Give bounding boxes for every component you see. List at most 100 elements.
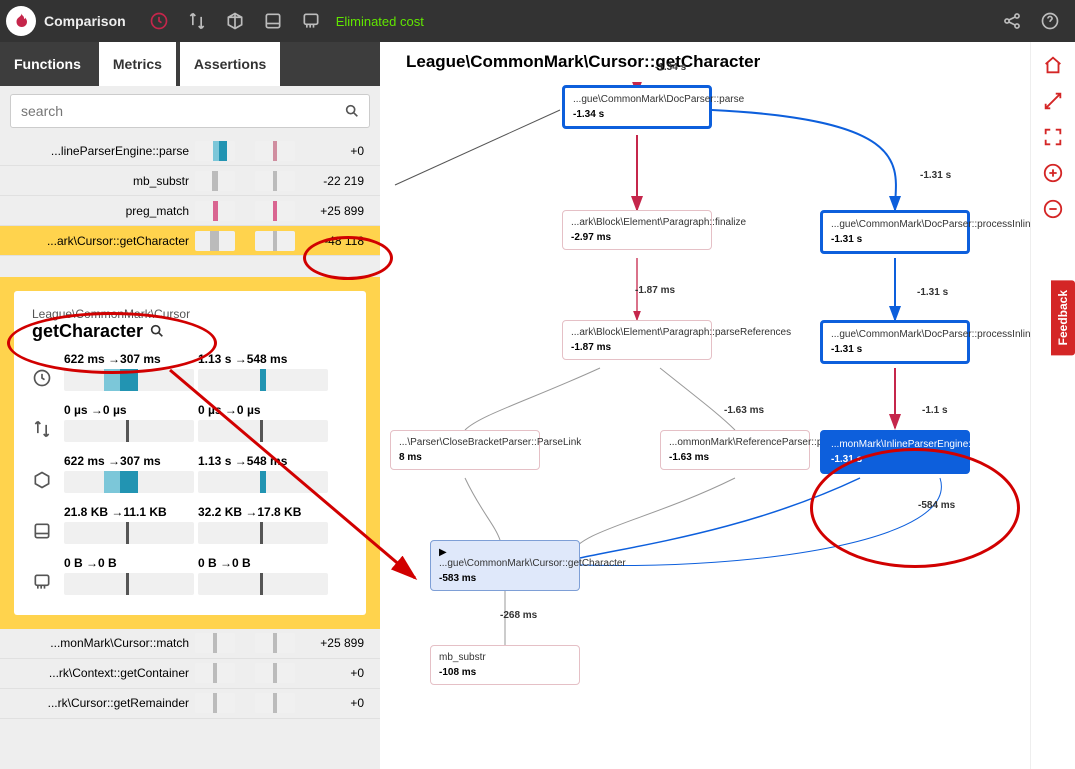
metric-row: 0 µs →0 µs 0 µs →0 µs bbox=[32, 403, 348, 444]
metric-excl: 0 B →0 B bbox=[64, 556, 194, 595]
row-name: ...rk\Context::getContainer bbox=[0, 666, 195, 680]
metric-excl: 622 ms →307 ms bbox=[64, 454, 194, 493]
row-value: -48 118 bbox=[295, 234, 374, 248]
swap-icon bbox=[32, 403, 64, 444]
detail-card: League\CommonMark\Cursor getCharacter 62… bbox=[14, 291, 366, 615]
right-rail bbox=[1030, 42, 1075, 769]
row-name: preg_match bbox=[0, 204, 195, 218]
card-class: League\CommonMark\Cursor bbox=[32, 307, 348, 321]
net-icon bbox=[32, 556, 64, 597]
row-value: +25 899 bbox=[295, 636, 374, 650]
chip-icon bbox=[32, 454, 64, 495]
card-method-name: getCharacter bbox=[32, 321, 143, 342]
page-title: Comparison bbox=[44, 13, 126, 29]
row-bars bbox=[195, 141, 295, 161]
metric-row: 622 ms →307 ms 1.13 s →548 ms bbox=[32, 352, 348, 393]
graph-node[interactable]: ...monMark\InlineParserEngine::parse-1.3… bbox=[820, 430, 970, 474]
metric-row: 21.8 KB →11.1 KB 32.2 KB →17.8 KB bbox=[32, 505, 348, 546]
graph-node[interactable]: ...\Parser\CloseBracketParser::ParseLink… bbox=[390, 430, 540, 470]
search-icon[interactable] bbox=[335, 103, 369, 119]
graph-title: League\CommonMark\Cursor::getCharacter bbox=[380, 42, 1030, 82]
search-bar[interactable] bbox=[10, 94, 370, 128]
function-row[interactable]: ...lineParserEngine::parse +0 bbox=[0, 136, 380, 166]
metric-row: 0 B →0 B 0 B →0 B bbox=[32, 556, 348, 597]
row-value: +25 899 bbox=[295, 204, 374, 218]
graph-node[interactable]: ...ark\Block\Element\Paragraph::finalize… bbox=[562, 210, 712, 250]
row-name: ...ark\Cursor::getCharacter bbox=[0, 234, 195, 248]
row-name: ...rk\Cursor::getRemainder bbox=[0, 696, 195, 710]
row-bars bbox=[195, 231, 295, 251]
chip-icon[interactable] bbox=[216, 0, 254, 42]
expand-icon[interactable] bbox=[1042, 90, 1064, 112]
edge-label: -1.34 s bbox=[655, 62, 686, 73]
edge-label: -1.63 ms bbox=[724, 405, 764, 416]
metrics-grid: 622 ms →307 ms 1.13 s →548 ms 0 µs →0 µs… bbox=[32, 352, 348, 597]
metric-incl: 0 B →0 B bbox=[198, 556, 328, 595]
card-method: getCharacter bbox=[32, 321, 348, 342]
tabstrip: Functions Metrics Assertions bbox=[0, 42, 380, 86]
graph-node[interactable]: ...ommonMark\ReferenceParser::parse-1.63… bbox=[660, 430, 810, 470]
function-row[interactable]: mb_substr -22 219 bbox=[0, 166, 380, 196]
zoom-out-icon[interactable] bbox=[1042, 198, 1064, 220]
metric-incl: 0 µs →0 µs bbox=[198, 403, 328, 442]
metric-excl: 622 ms →307 ms bbox=[64, 352, 194, 391]
graph-node[interactable]: ▶...gue\CommonMark\Cursor::getCharacter-… bbox=[430, 540, 580, 591]
search-input[interactable] bbox=[11, 103, 335, 119]
call-graph[interactable]: League\CommonMark\Cursor::getCharacter .… bbox=[380, 42, 1030, 769]
sidebar: Functions Metrics Assertions ...linePars… bbox=[0, 42, 380, 769]
row-bars bbox=[195, 201, 295, 221]
edge-label: -1.1 s bbox=[922, 405, 948, 416]
function-row[interactable]: ...rk\Context::getContainer +0 bbox=[0, 659, 380, 689]
share-icon[interactable] bbox=[993, 0, 1031, 42]
row-bars bbox=[195, 663, 295, 683]
zoom-in-icon[interactable] bbox=[1042, 162, 1064, 184]
metric-excl: 21.8 KB →11.1 KB bbox=[64, 505, 194, 544]
metric-incl: 32.2 KB →17.8 KB bbox=[198, 505, 328, 544]
function-row[interactable]: ...rk\Cursor::getRemainder +0 bbox=[0, 689, 380, 719]
tab-metrics[interactable]: Metrics bbox=[99, 42, 176, 86]
function-row[interactable]: ...ark\Cursor::getCharacter -48 118 bbox=[0, 226, 380, 256]
feedback-tab[interactable]: Feedback bbox=[1051, 280, 1075, 355]
edge-label: -268 ms bbox=[500, 610, 537, 621]
swap-icon[interactable] bbox=[178, 0, 216, 42]
help-icon[interactable] bbox=[1031, 0, 1069, 42]
detail-card-wrap: League\CommonMark\Cursor getCharacter 62… bbox=[0, 277, 380, 629]
row-name: ...lineParserEngine::parse bbox=[0, 144, 195, 158]
row-value: +0 bbox=[295, 666, 374, 680]
function-row[interactable]: ...monMark\Cursor::match +25 899 bbox=[0, 629, 380, 659]
app-logo[interactable] bbox=[6, 6, 36, 36]
graph-node[interactable]: ...ark\Block\Element\Paragraph::parseRef… bbox=[562, 320, 712, 360]
function-rows-bottom: ...monMark\Cursor::match +25 899 ...rk\C… bbox=[0, 629, 380, 769]
clock-icon[interactable] bbox=[140, 0, 178, 42]
graph-node[interactable]: ...gue\CommonMark\DocParser::parse-1.34 … bbox=[562, 85, 712, 129]
disk-icon[interactable] bbox=[254, 0, 292, 42]
function-row[interactable]: preg_match +25 899 bbox=[0, 196, 380, 226]
tab-assertions[interactable]: Assertions bbox=[180, 42, 280, 86]
magnify-icon[interactable] bbox=[149, 323, 165, 339]
edge-label: -1.87 ms bbox=[635, 285, 675, 296]
edge-label: -584 ms bbox=[918, 500, 955, 511]
row-bars bbox=[195, 693, 295, 713]
graph-node[interactable]: ...gue\CommonMark\DocParser::processInli… bbox=[820, 320, 970, 364]
graph-canvas[interactable]: ...gue\CommonMark\DocParser::parse-1.34 … bbox=[380, 82, 1030, 769]
clock-icon bbox=[32, 352, 64, 393]
metric-excl: 0 µs →0 µs bbox=[64, 403, 194, 442]
function-rows: ...lineParserEngine::parse +0 mb_substr … bbox=[0, 136, 380, 277]
graph-node[interactable]: ...gue\CommonMark\DocParser::processInli… bbox=[820, 210, 970, 254]
net-icon[interactable] bbox=[292, 0, 330, 42]
row-name: ...monMark\Cursor::match bbox=[0, 636, 195, 650]
edge-label: -1.31 s bbox=[920, 170, 951, 181]
fullscreen-icon[interactable] bbox=[1042, 126, 1064, 148]
metric-row: 622 ms →307 ms 1.13 s →548 ms bbox=[32, 454, 348, 495]
disk-icon bbox=[32, 505, 64, 546]
metric-incl: 1.13 s →548 ms bbox=[198, 352, 328, 391]
home-icon[interactable] bbox=[1042, 54, 1064, 76]
row-bars bbox=[195, 633, 295, 653]
row-value: +0 bbox=[295, 144, 374, 158]
edge-label: -1.31 s bbox=[917, 287, 948, 298]
row-name: mb_substr bbox=[0, 174, 195, 188]
graph-node[interactable]: mb_substr-108 ms bbox=[430, 645, 580, 685]
topbar: Comparison Eliminated cost bbox=[0, 0, 1075, 42]
eliminated-cost-label[interactable]: Eliminated cost bbox=[336, 14, 424, 29]
tab-functions[interactable]: Functions bbox=[0, 42, 95, 86]
